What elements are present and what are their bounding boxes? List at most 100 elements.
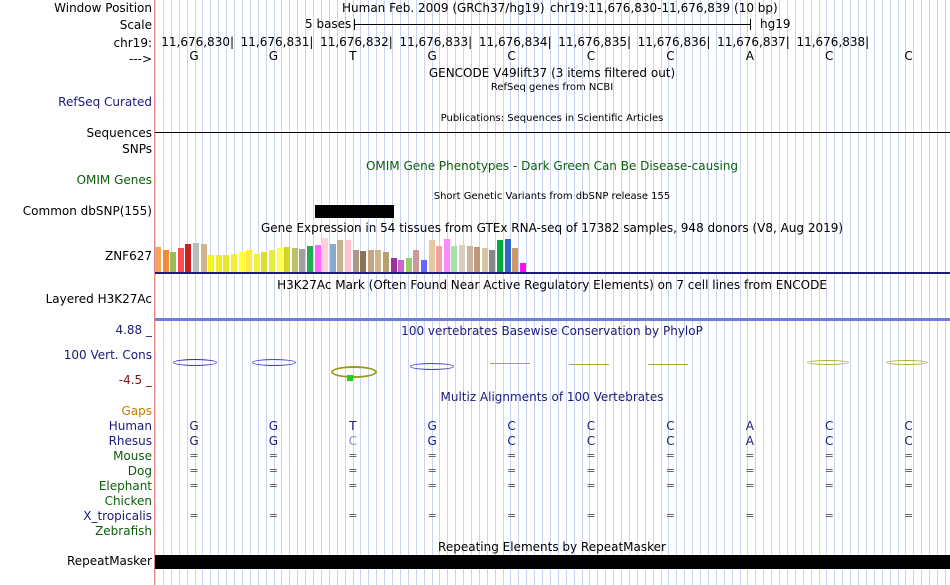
sequences-track-label[interactable]: Sequences xyxy=(86,126,152,140)
gtex-tissue-bar[interactable] xyxy=(276,248,283,272)
gtex-tissue-bar[interactable] xyxy=(519,263,526,272)
gridline xyxy=(424,0,425,585)
gtex-tissue-bar[interactable] xyxy=(360,251,367,272)
alignment-base: C xyxy=(348,434,357,448)
gtex-tissue-bar[interactable] xyxy=(208,255,215,272)
gridline xyxy=(179,0,180,585)
gtex-tissue-bar[interactable] xyxy=(185,244,192,272)
gtex-tissue-bar[interactable] xyxy=(238,252,245,272)
gridline xyxy=(400,0,401,585)
omim-track-label[interactable]: OMIM Genes xyxy=(76,173,152,187)
gtex-tissue-bar[interactable] xyxy=(466,246,473,272)
alignment-match: = xyxy=(348,509,358,522)
gtex-tissue-bar[interactable] xyxy=(299,249,306,272)
gencode-title: GENCODE V49lift37 (3 items filtered out) xyxy=(428,66,676,80)
publications-title: Publications: Sequences in Scientific Ar… xyxy=(440,113,664,124)
dbsnp-variant[interactable] xyxy=(315,205,394,218)
gtex-tissue-bar[interactable] xyxy=(504,239,511,272)
gtex-tissue-bar[interactable] xyxy=(284,247,291,272)
gtex-tissue-bar[interactable] xyxy=(421,260,427,272)
gtex-tissue-bar[interactable] xyxy=(352,250,359,272)
gridline xyxy=(329,0,330,585)
gtex-tissue-bar[interactable] xyxy=(322,238,329,272)
gtex-tissue-bar[interactable] xyxy=(177,248,184,272)
gtex-tissue-bar[interactable] xyxy=(443,239,450,272)
gtex-tissue-bar[interactable] xyxy=(451,246,458,272)
gtex-tissue-bar[interactable] xyxy=(413,250,420,272)
repeatmasker-bar[interactable] xyxy=(155,555,950,569)
h3k27ac-track-label[interactable]: Layered H3K27Ac xyxy=(45,292,152,306)
gtex-tissue-bar[interactable] xyxy=(345,240,351,272)
alignment-base: C xyxy=(507,434,516,448)
gtex-tissue-bar[interactable] xyxy=(398,260,405,272)
gtex-tissue-bar[interactable] xyxy=(337,240,344,272)
track-image[interactable]: Human Feb. 2009 (GRCh37/hg19) chr19:11,6… xyxy=(155,0,950,585)
gtex-tissue-bar[interactable] xyxy=(512,248,519,272)
gridline xyxy=(589,0,590,585)
gtex-tissue-bar[interactable] xyxy=(200,244,207,272)
alignment-base: C xyxy=(666,419,675,433)
coordinate-tick: 11,676,838| xyxy=(796,35,870,49)
vert-cons-track-label[interactable]: 100 Vert. Cons xyxy=(63,348,152,362)
gtex-tissue-bar[interactable] xyxy=(269,250,275,272)
gridline xyxy=(171,0,172,585)
chicken-species-label: Chicken xyxy=(104,494,152,508)
gridline xyxy=(574,0,575,585)
gtex-tissue-bar[interactable] xyxy=(367,250,374,272)
refseq-track-label[interactable]: RefSeq Curated xyxy=(58,95,152,109)
gtex-tissue-bar[interactable] xyxy=(307,246,313,272)
gtex-tissue-bar[interactable] xyxy=(215,255,222,272)
reference-base: C xyxy=(586,49,596,63)
snps-track-label[interactable]: SNPs xyxy=(122,142,152,156)
elephant-species-label: Elephant xyxy=(98,479,152,493)
scale-bases: 5 bases xyxy=(305,17,352,31)
alignment-match: = xyxy=(745,479,755,492)
gtex-tissue-bar[interactable] xyxy=(481,248,488,272)
gtex-tissue-bar[interactable] xyxy=(253,254,260,272)
gridline xyxy=(795,0,796,585)
gridline xyxy=(297,0,298,585)
gtex-tissue-bar[interactable] xyxy=(231,254,237,272)
repeatmasker-track-label[interactable]: RepeatMasker xyxy=(66,554,152,568)
coordinate-tick: 11,676,835| xyxy=(558,35,631,49)
gtex-tissue-bar[interactable] xyxy=(405,258,412,272)
gtex-tissue-bar[interactable] xyxy=(497,240,503,272)
scale-bar-left-tick xyxy=(354,19,355,30)
alignment-match: = xyxy=(189,479,199,492)
gtex-tissue-bar[interactable] xyxy=(459,245,465,272)
gtex-tissue-bar[interactable] xyxy=(489,250,496,272)
gtex-tissue-bar[interactable] xyxy=(170,252,177,272)
gridline xyxy=(510,0,511,585)
alignment-match: = xyxy=(665,509,675,522)
gtex-tissue-bar[interactable] xyxy=(162,250,169,272)
gridline xyxy=(945,0,946,585)
gridline xyxy=(747,0,748,585)
gtex-tissue-bar[interactable] xyxy=(428,240,435,272)
gtex-tissue-bar[interactable] xyxy=(383,252,389,272)
znf627-track-label[interactable]: ZNF627 xyxy=(104,249,152,263)
gtex-tissue-bar[interactable] xyxy=(193,243,199,272)
gtex-tissue-bar[interactable] xyxy=(314,245,321,272)
coordinate-tick: 11,676,833| xyxy=(399,35,473,49)
gtex-tissue-bar[interactable] xyxy=(329,244,336,272)
gtex-tissue-bar[interactable] xyxy=(474,247,481,272)
gtex-bars[interactable] xyxy=(155,238,555,272)
gridline xyxy=(353,0,354,585)
gtex-tissue-bar[interactable] xyxy=(223,255,230,272)
panel-divider[interactable] xyxy=(154,0,155,585)
gtex-tissue-bar[interactable] xyxy=(436,246,443,272)
alignment-match: = xyxy=(745,449,755,462)
gtex-tissue-bar[interactable] xyxy=(375,250,382,272)
coordinate-tick: 11,676,832| xyxy=(320,35,393,49)
gtex-tissue-bar[interactable] xyxy=(246,250,253,272)
gridline xyxy=(163,0,164,585)
gtex-tissue-bar[interactable] xyxy=(390,258,397,272)
gtex-tissue-bar[interactable] xyxy=(261,252,268,272)
dbsnp-track-label[interactable]: Common dbSNP(155) xyxy=(22,204,152,218)
sequences-rule xyxy=(155,132,950,133)
alignment-base: A xyxy=(745,434,754,448)
gtex-tissue-bar[interactable] xyxy=(155,247,161,272)
gtex-tissue-bar[interactable] xyxy=(291,248,298,272)
gridline xyxy=(803,0,804,585)
alignment-base: C xyxy=(586,419,596,433)
